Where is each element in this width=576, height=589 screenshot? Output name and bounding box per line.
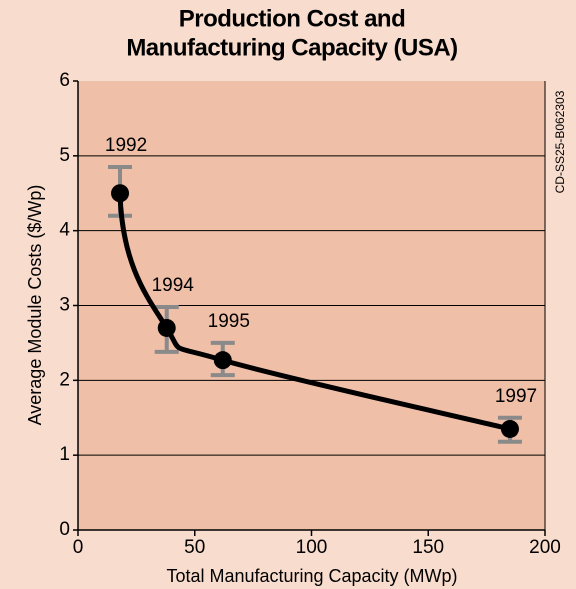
side-label: CD-SS25-B062303 bbox=[553, 90, 567, 193]
point-label: 1992 bbox=[105, 135, 147, 156]
x-tick-label: 50 bbox=[184, 537, 205, 558]
x-tick-label: 0 bbox=[73, 537, 84, 558]
point bbox=[500, 419, 519, 438]
y-tick-label: 1 bbox=[59, 444, 70, 465]
point bbox=[111, 184, 130, 203]
x-tick-label: 100 bbox=[296, 537, 328, 558]
y-tick-label: 6 bbox=[59, 70, 70, 91]
point-label: 1995 bbox=[208, 311, 250, 332]
point-label: 1997 bbox=[495, 386, 537, 407]
curve bbox=[117, 193, 511, 432]
y-tick-label: 0 bbox=[59, 519, 70, 540]
point-label: 1994 bbox=[152, 275, 195, 296]
y-axis-label: Average Module Costs ($/Wp) bbox=[25, 185, 45, 426]
x-tick-label: 150 bbox=[412, 537, 444, 558]
point bbox=[157, 318, 176, 337]
y-tick-label: 5 bbox=[59, 145, 70, 166]
point bbox=[213, 351, 232, 370]
chart-title: Production Cost and bbox=[179, 5, 406, 32]
y-tick-label: 3 bbox=[59, 295, 70, 316]
chart-title: Manufacturing Capacity (USA) bbox=[126, 34, 457, 61]
y-tick-label: 2 bbox=[59, 369, 70, 390]
x-tick-label: 200 bbox=[529, 537, 561, 558]
y-tick-label: 4 bbox=[59, 220, 70, 241]
x-axis-label: Total Manufacturing Capacity (MWp) bbox=[166, 566, 457, 586]
